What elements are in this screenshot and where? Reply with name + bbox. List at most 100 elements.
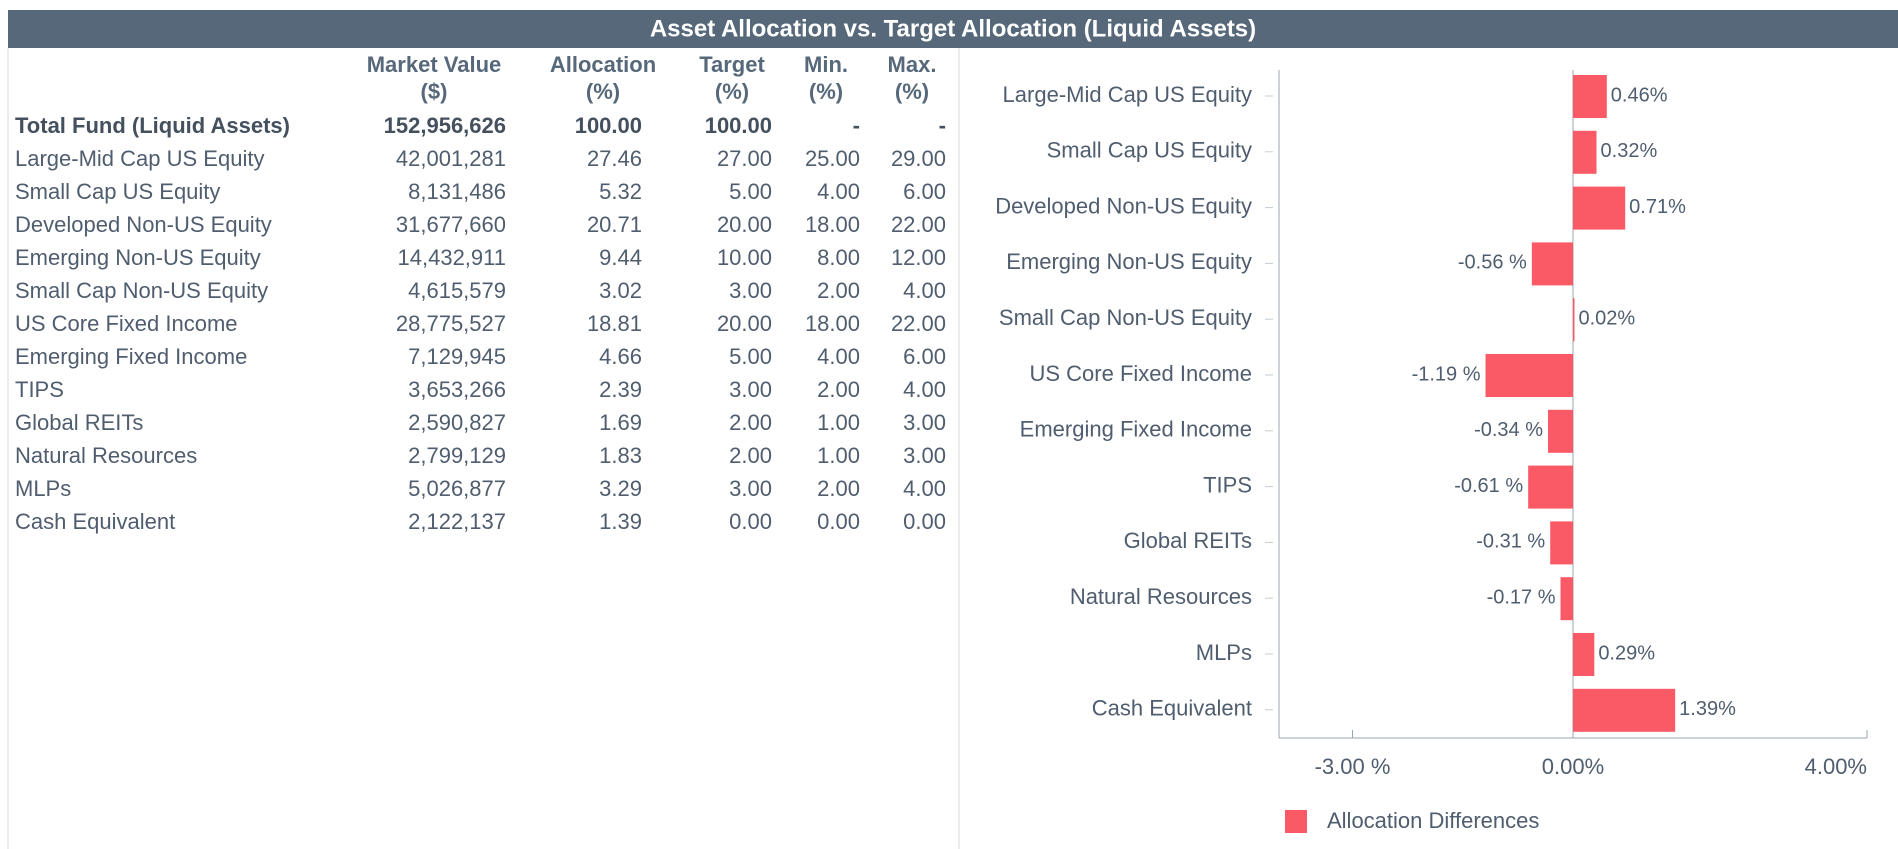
cell: 2.39	[599, 377, 642, 402]
cell: 14,432,911	[398, 245, 506, 270]
cell: 2.00	[729, 443, 772, 468]
cell: 4.00	[817, 344, 860, 369]
cell: 2,799,129	[408, 443, 506, 468]
row-label: Cash Equivalent	[15, 509, 175, 534]
row-label: Developed Non-US Equity	[15, 212, 272, 237]
column-header: Max.	[888, 52, 937, 77]
cell: 42,001,281	[396, 146, 506, 171]
cell: 7,129,945	[408, 344, 506, 369]
legend-label: Allocation Differences	[1327, 808, 1539, 833]
cell: 5.00	[729, 344, 772, 369]
cell: 10.00	[717, 245, 772, 270]
column-header: Allocation	[550, 52, 656, 77]
bar	[1573, 186, 1626, 230]
column-header: (%)	[809, 79, 843, 104]
category-label: Small Cap Non-US Equity	[999, 305, 1252, 330]
row-label: Small Cap Non-US Equity	[15, 278, 268, 303]
column-header: (%)	[715, 79, 749, 104]
value-label: -0.34 %	[1474, 419, 1543, 441]
category-label: TIPS	[1203, 472, 1252, 497]
value-label: 0.46%	[1611, 84, 1668, 106]
value-label: -0.61 %	[1454, 475, 1523, 497]
title-bar	[8, 10, 1898, 48]
value-label: 0.71%	[1629, 196, 1686, 218]
value-label: 0.29%	[1598, 642, 1655, 664]
cell: 5,026,877	[408, 476, 506, 501]
cell: 100.00	[575, 113, 642, 138]
bar	[1560, 577, 1573, 621]
category-label: Global REITs	[1124, 528, 1252, 553]
cell: 1.83	[599, 443, 642, 468]
cell: 2.00	[817, 278, 860, 303]
cell: 3.00	[729, 377, 772, 402]
bar	[1573, 688, 1676, 732]
bar	[1573, 130, 1597, 174]
column-header: Min.	[804, 52, 848, 77]
row-label: US Core Fixed Income	[15, 311, 238, 336]
cell: 2.00	[729, 410, 772, 435]
cell: 20.71	[587, 212, 642, 237]
cell: 12.00	[891, 245, 946, 270]
bar	[1528, 465, 1573, 509]
value-label: 1.39%	[1679, 698, 1736, 720]
bar	[1573, 298, 1575, 342]
cell: 22.00	[891, 311, 946, 336]
cell: 3,653,266	[408, 377, 506, 402]
bar	[1573, 75, 1607, 118]
cell: 4.66	[599, 344, 642, 369]
category-label: Small Cap US Equity	[1047, 138, 1252, 163]
cell: 2,122,137	[408, 509, 506, 534]
row-label: Small Cap US Equity	[15, 179, 220, 204]
bar	[1485, 354, 1573, 397]
cell: 2.00	[817, 377, 860, 402]
row-label: Emerging Fixed Income	[15, 344, 247, 369]
value-label: -1.19 %	[1412, 363, 1481, 385]
cell: -	[939, 113, 946, 138]
cell: 27.46	[587, 146, 642, 171]
cell: 3.02	[599, 278, 642, 303]
cell: 1.39	[599, 509, 642, 534]
column-header: Market Value	[367, 52, 502, 77]
cell: 31,677,660	[396, 212, 506, 237]
cell: 18.00	[805, 212, 860, 237]
cell: -	[853, 113, 860, 138]
x-tick-label: -3.00 %	[1315, 754, 1391, 779]
cell: 5.00	[729, 179, 772, 204]
cell: 3.00	[903, 410, 946, 435]
category-label: Natural Resources	[1070, 584, 1252, 609]
cell: 9.44	[599, 245, 642, 270]
row-label: Global REITs	[15, 410, 143, 435]
column-header: (%)	[895, 79, 929, 104]
page-title: Asset Allocation vs. Target Allocation (…	[650, 15, 1256, 42]
cell: 4.00	[903, 377, 946, 402]
value-label: 0.32%	[1601, 140, 1658, 162]
cell: 18.81	[587, 311, 642, 336]
cell: 20.00	[717, 212, 772, 237]
value-label: -0.17 %	[1487, 586, 1556, 608]
row-label: MLPs	[15, 476, 71, 501]
bar	[1550, 521, 1573, 565]
cell: 20.00	[717, 311, 772, 336]
row-label: Large-Mid Cap US Equity	[15, 146, 264, 171]
value-label: -0.56 %	[1458, 252, 1527, 274]
x-tick-label: 4.00%	[1805, 754, 1867, 779]
cell: 2,590,827	[408, 410, 506, 435]
category-label: Emerging Fixed Income	[1020, 417, 1252, 442]
cell: 152,956,626	[384, 113, 506, 138]
cell: 8.00	[817, 245, 860, 270]
x-tick-label: 0.00%	[1542, 754, 1604, 779]
cell: 5.32	[599, 179, 642, 204]
column-header: ($)	[421, 79, 448, 104]
row-label: Total Fund (Liquid Assets)	[15, 113, 290, 138]
bar	[1531, 242, 1573, 286]
cell: 3.00	[903, 443, 946, 468]
cell: 0.00	[817, 509, 860, 534]
cell: 18.00	[805, 311, 860, 336]
category-label: US Core Fixed Income	[1029, 361, 1252, 386]
cell: 29.00	[891, 146, 946, 171]
legend-swatch	[1285, 810, 1307, 833]
cell: 4.00	[903, 476, 946, 501]
row-label: Natural Resources	[15, 443, 197, 468]
cell: 25.00	[805, 146, 860, 171]
